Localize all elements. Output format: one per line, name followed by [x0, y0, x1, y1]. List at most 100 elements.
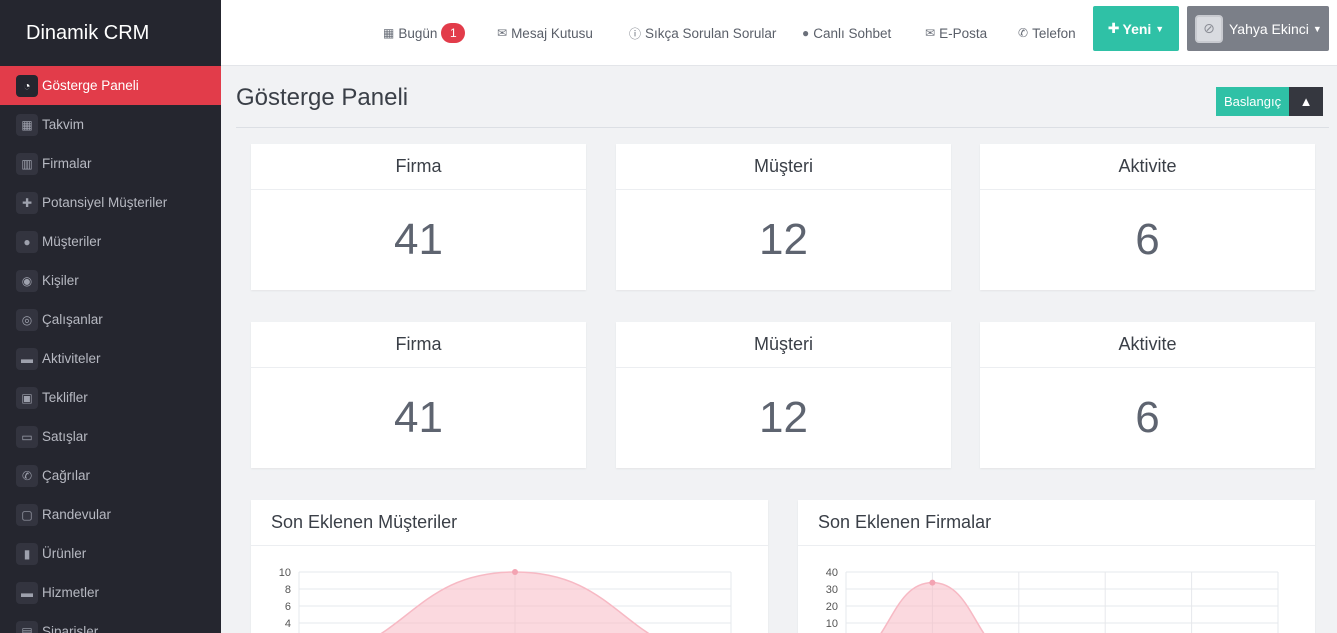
start-button[interactable]: Baslangıç ▲	[1216, 87, 1324, 116]
nav-inbox[interactable]: ✉ Mesaj Kutusu	[497, 0, 593, 66]
page-title: Gösterge Paneli	[236, 84, 409, 111]
sidebar-menu: ◔ Gösterge Paneli ▦ Takvim ▥ Firmalar ✚ Potansi…	[0, 66, 221, 633]
y-tick-label: 30	[826, 584, 838, 596]
stat-card-musteri: Müşteri 12	[616, 322, 951, 468]
today-badge: 1	[441, 23, 466, 43]
nav-phone-label: Telefon	[1032, 25, 1076, 41]
brand-logo[interactable]: Dinamik CRM	[26, 21, 150, 44]
data-point	[512, 569, 518, 575]
sidebar-item[interactable]: ▦ Takvim	[0, 105, 221, 144]
series-area	[380, 571, 650, 633]
stat-card-value: 41	[394, 393, 443, 442]
sidebar-item[interactable]: ▢ Randevular	[0, 495, 221, 534]
stat-card-value: 12	[759, 215, 808, 264]
stat-card-aktivite: Aktivite 6	[980, 322, 1315, 468]
stat-card-title: Müşteri	[616, 322, 951, 368]
sidebar-item-label: Çalışanlar	[42, 312, 103, 327]
sidebar-item-label: Takvim	[42, 117, 85, 132]
series-area	[880, 581, 985, 633]
sidebar-item[interactable]: ▣ Teklifler	[0, 378, 221, 417]
order-icon: ▤	[16, 620, 38, 633]
sidebar-item-label: Müşteriler	[42, 234, 102, 249]
sidebar-item-label: Aktiviteler	[42, 351, 101, 366]
stat-card-title: Firma	[251, 322, 586, 368]
y-tick-label: 8	[285, 584, 291, 596]
nav-faq[interactable]: ⓘ Sıkça Sorulan Sorular	[629, 0, 776, 66]
users-icon: ●	[16, 230, 38, 253]
dashboard-icon: ◔	[16, 74, 38, 97]
nav-email[interactable]: ✉ E-Posta	[925, 0, 987, 66]
sidebar-item[interactable]: ✚ Potansiyel Müşteriler	[0, 183, 221, 222]
data-point	[929, 579, 936, 586]
building-icon: ▥	[16, 152, 38, 175]
nav-email-label: E-Posta	[939, 25, 988, 41]
stat-card-title: Aktivite	[980, 144, 1315, 190]
nav-phone[interactable]: ✆ Telefon	[1018, 0, 1076, 66]
calendar-icon: ▦	[383, 26, 395, 40]
user-menu-button[interactable]: ⊘ Yahya Ekinci ▼	[1187, 6, 1329, 51]
phone-icon: ✆	[1018, 26, 1029, 40]
nav-today[interactable]: ▦ Bugün 1	[383, 0, 466, 66]
nav-chat-label: Canlı Sohbet	[813, 25, 892, 41]
sidebar-item-label: Firmalar	[42, 156, 92, 171]
money-icon: ▭	[16, 425, 38, 448]
sidebar-item[interactable]: ▬ Aktiviteler	[0, 339, 221, 378]
envelope-icon: ✉	[497, 26, 508, 40]
graduation-cap-icon: ▲	[1289, 87, 1324, 116]
y-tick-label: 10	[826, 618, 838, 630]
info-icon: ⓘ	[629, 26, 642, 41]
y-tick-label: 20	[826, 601, 838, 613]
sidebar-item[interactable]: ◔ Gösterge Paneli	[0, 66, 221, 105]
stat-card-aktivite: Aktivite 6	[980, 144, 1315, 290]
sidebar: Dinamik CRM ◔ Gösterge Paneli ▦ Takvim ▥ Firm…	[0, 0, 221, 633]
user-name: Yahya Ekinci	[1229, 20, 1309, 37]
stat-card-title: Müşteri	[616, 144, 951, 190]
sidebar-item[interactable]: ◉ Kişiler	[0, 261, 221, 300]
sidebar-item[interactable]: ▤ Siparişler	[0, 612, 221, 633]
sidebar-item-label: Siparişler	[42, 624, 99, 633]
sidebar-item[interactable]: ● Müşteriler	[0, 222, 221, 261]
stat-card-title: Aktivite	[980, 322, 1315, 368]
stat-card-value: 41	[394, 215, 443, 264]
sidebar-item[interactable]: ▭ Satışlar	[0, 417, 221, 456]
recent-customers-chart: 10 8 6 4	[279, 567, 732, 633]
sidebar-item-label: Randevular	[42, 507, 112, 522]
recent-customers-panel: Son Eklenen Müşteriler 10 8 6 4	[251, 500, 768, 633]
y-tick-label: 40	[826, 567, 838, 579]
car-icon: ▬	[16, 347, 38, 370]
nav-chat[interactable]: ● Canlı Sohbet	[802, 0, 891, 66]
new-button[interactable]: ✚ Yeni ▼	[1093, 6, 1179, 51]
user-circle-icon: ◉	[16, 269, 38, 292]
topbar: ▦ Bugün 1 ✉ Mesaj Kutusu ⓘ Sıkça Sorulan…	[221, 0, 1337, 66]
service-icon: ▬	[16, 581, 38, 604]
y-tick-label: 4	[285, 618, 291, 630]
sidebar-item-label: Kişiler	[42, 273, 79, 288]
email-icon: ✉	[925, 26, 936, 40]
comment-icon: ●	[802, 26, 810, 40]
y-tick-label: 10	[279, 567, 291, 579]
nav-faq-label: Sıkça Sorulan Sorular	[645, 25, 777, 41]
sidebar-item-label: Hizmetler	[42, 585, 100, 600]
sidebar-item[interactable]: ✆ Çağrılar	[0, 456, 221, 495]
stat-card-musteri: Müşteri 12	[616, 144, 951, 290]
caret-down-icon: ▼	[1312, 23, 1322, 34]
nav-today-label: Bugün	[398, 25, 438, 41]
sidebar-item-label: Teklifler	[42, 390, 88, 405]
plus-icon: ✚	[1107, 20, 1120, 36]
stat-card-value: 12	[759, 393, 808, 442]
sidebar-item[interactable]: ◎ Çalışanlar	[0, 300, 221, 339]
sidebar-item[interactable]: ▮ Ürünler	[0, 534, 221, 573]
title-divider	[236, 127, 1329, 128]
sidebar-item[interactable]: ▬ Hizmetler	[0, 573, 221, 612]
briefcase-icon: ▣	[16, 386, 38, 409]
calendar-blank-icon: ▢	[16, 503, 38, 526]
new-button-label: Yeni	[1122, 20, 1152, 37]
recent-companies-chart: 40 30 20 10	[826, 567, 1279, 633]
sidebar-item-label: Gösterge Paneli	[42, 78, 139, 93]
employee-icon: ◎	[16, 308, 38, 331]
calendar-icon: ▦	[16, 113, 38, 136]
phone-icon: ✆	[16, 464, 38, 487]
avatar: ⊘	[1195, 14, 1223, 43]
sidebar-item[interactable]: ▥ Firmalar	[0, 144, 221, 183]
caret-down-icon: ▼	[1155, 23, 1165, 34]
